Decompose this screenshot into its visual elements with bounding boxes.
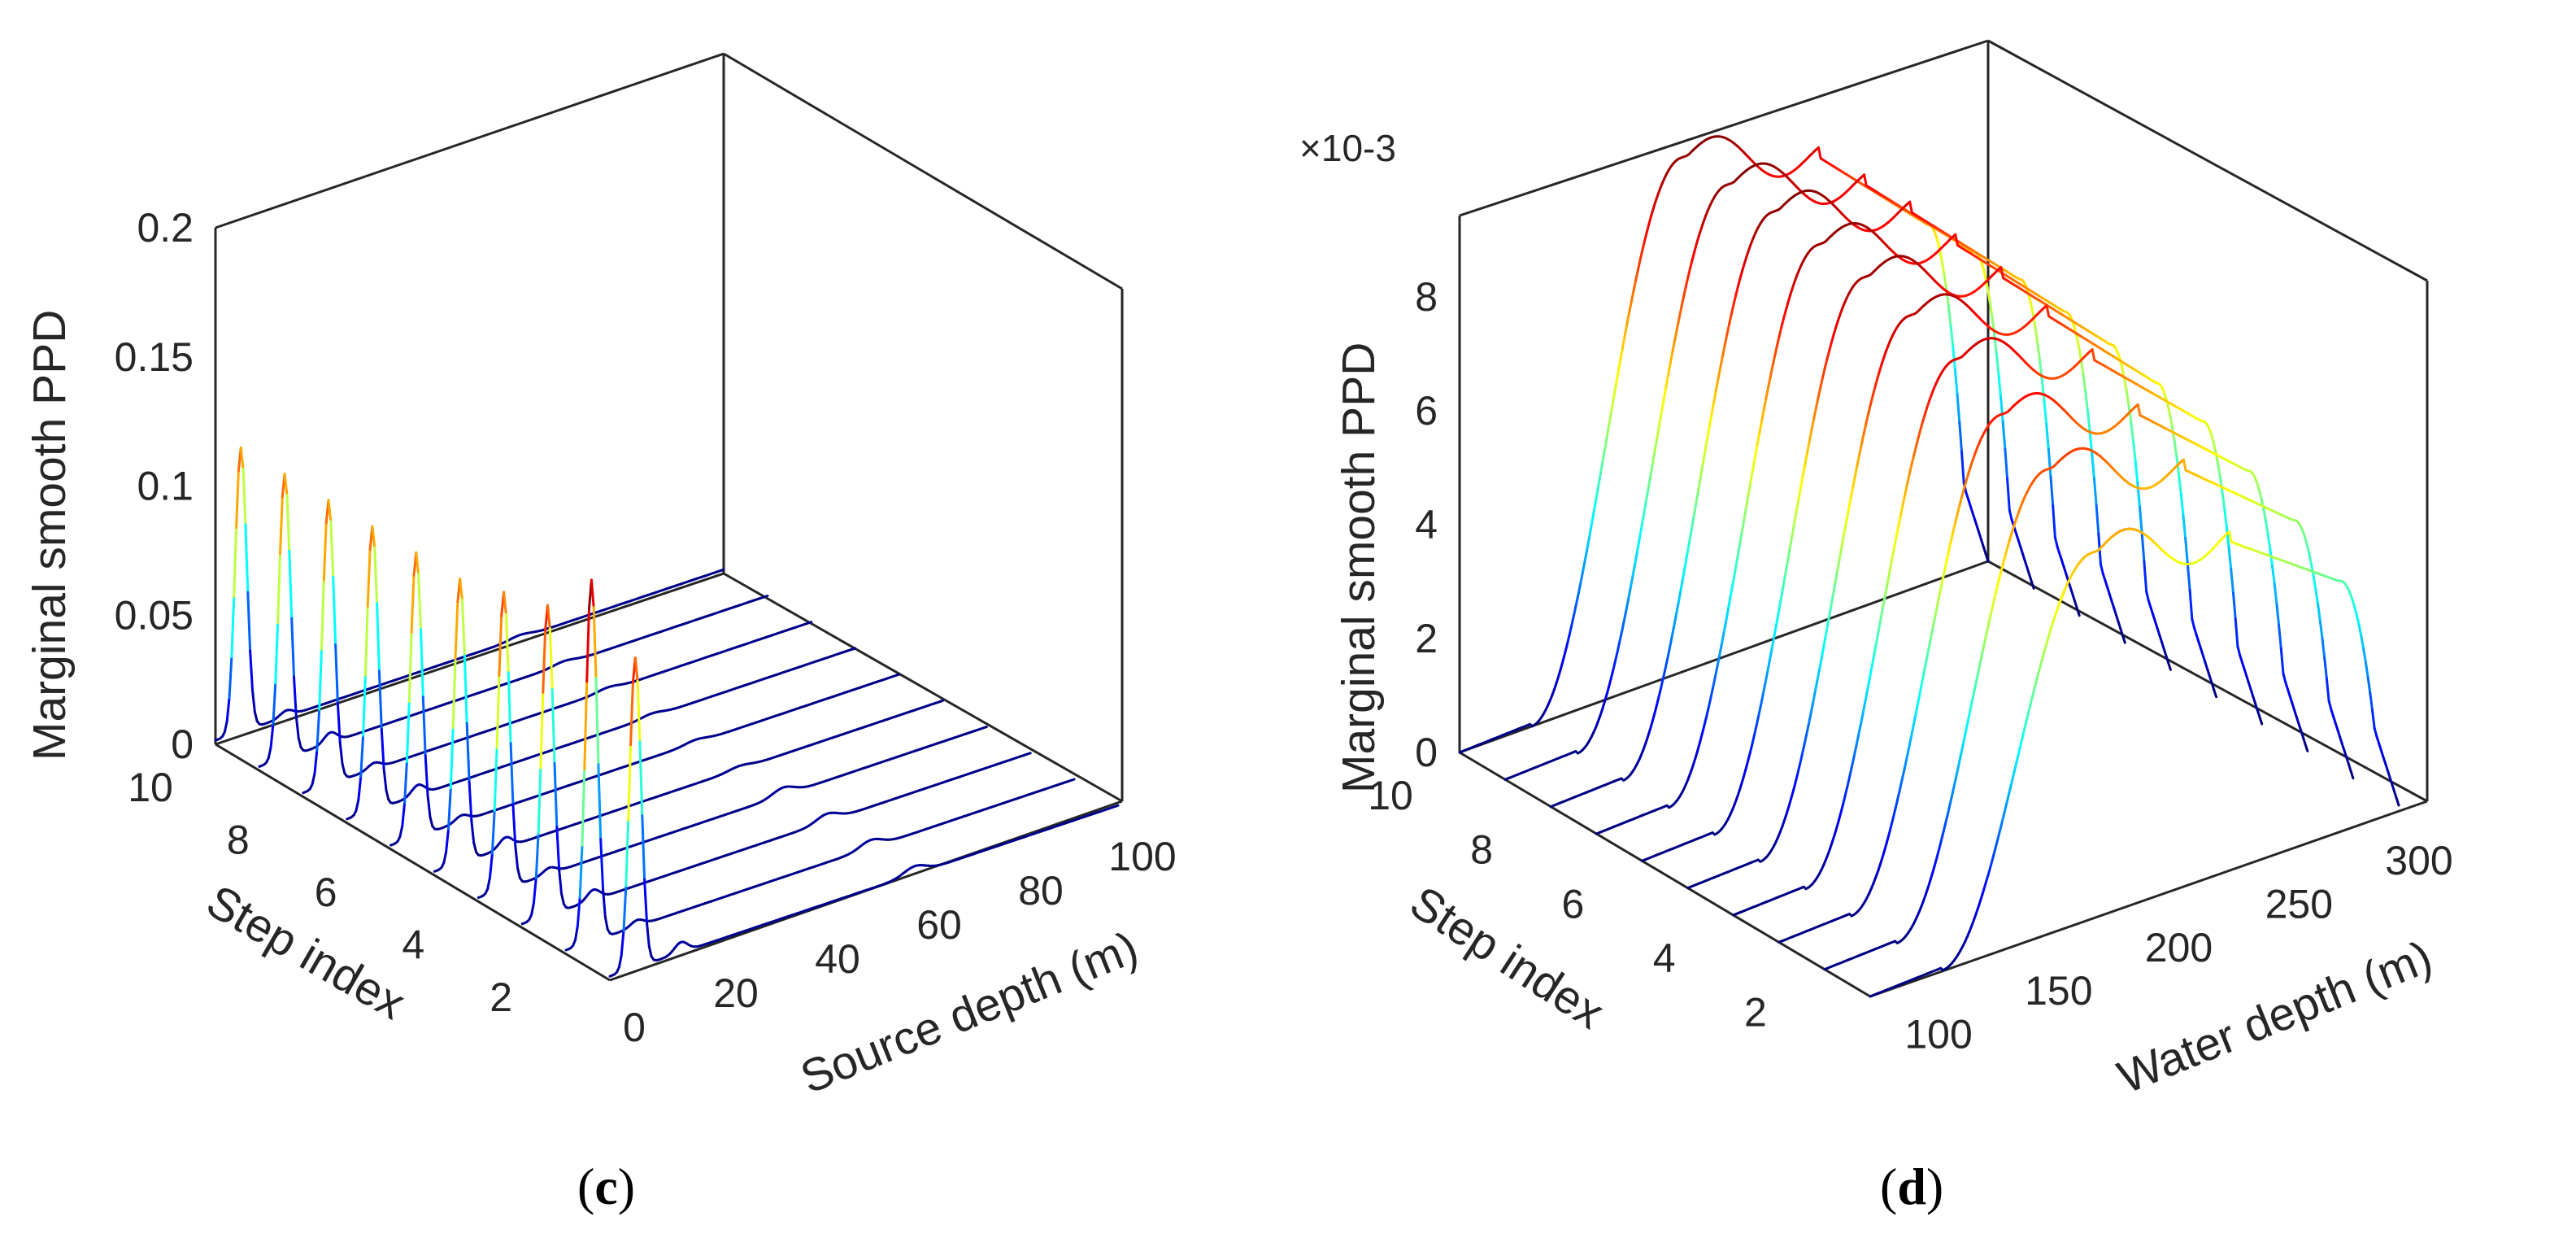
panel-d-trace-step-6 [1640,255,2172,862]
panel-d-trace-step-2 [1823,447,2355,971]
panel-d-axes-box [1458,39,2429,998]
panel-c-z-label: Marginal smooth PPD [24,310,76,761]
panel-c-trace-step-4 [476,591,988,899]
panel-d-z-tick-1: 2 [1415,616,1438,661]
panel-c-x-tick-1: 20 [713,970,759,1016]
panel-d-trace-step-4 [1732,337,2264,917]
panel-c-trace-step-7 [346,525,857,821]
panel-d-trace-step-9 [1503,162,2035,781]
panel-c-x-tick-3: 60 [916,902,962,948]
panel-d-x-tick-3: 250 [2265,881,2333,927]
panel-d-z-tick-4: 8 [1415,274,1438,320]
panel-c-y-tick-1: 4 [402,922,424,967]
panel-d-trace-step-7 [1595,222,2126,835]
panel-d-y-tick-2: 6 [1561,881,1584,927]
panel-d-water-depth: 0 2 4 6 8 2 4 6 8 10 100 150 200 250 300 ×10-3 Margina… [1299,39,2453,1215]
panel-d-z-exponent: ×10-3 [1299,127,1396,169]
panel-d-z-tick-0: 0 [1415,730,1438,775]
panel-c-z-tick-2: 0.1 [137,464,194,509]
panel-c-x-tick-4: 80 [1018,868,1064,914]
panel-c-caption: (c) [577,1158,635,1215]
panel-d-x-tick-2: 200 [2145,925,2213,970]
panel-c-trace-step-2 [564,578,1076,952]
panel-c-trace-step-3 [520,604,1032,926]
panel-d-caption: (d) [1880,1158,1943,1215]
panel-d-trace-step-3 [1778,392,2309,944]
panel-c-traces [214,447,1120,978]
panel-c-x-tick-2: 40 [815,936,860,982]
panel-d-x-tick-4: 300 [2385,838,2452,883]
panel-d-x-tick-0: 100 [1904,1012,1972,1057]
panel-c-y-tick-0: 2 [490,975,512,1020]
panel-c-z-tick-1: 0.05 [115,592,194,638]
panel-d-trace-step-1 [1869,527,2400,998]
panel-c-y-tick-2: 6 [315,870,337,915]
panel-d-traces [1458,135,2400,998]
panel-d-trace-step-8 [1549,189,2081,809]
panel-d-z-tick-3: 6 [1415,388,1438,434]
panel-c-y-tick-4: 10 [128,765,173,810]
panel-c-z-tick-3: 0.15 [115,334,194,380]
panel-d-trace-step-10 [1458,135,1990,754]
panel-d-trace-step-5 [1686,293,2218,890]
panel-d-y-tick-0: 2 [1744,990,1767,1036]
panel-d-y-tick-1: 4 [1653,935,1676,981]
panel-d-ticks: 0 2 4 6 8 2 4 6 8 10 100 150 200 250 300 [1368,274,2453,1057]
panel-c-z-tick-4: 0.2 [137,205,194,251]
panel-c-axes-box [214,52,1124,982]
panel-c-y-label: Step index [198,875,414,1030]
panel-c-x-tick-5: 100 [1108,834,1176,879]
panel-c-trace-step-5 [433,578,944,873]
panel-d-z-tick-2: 4 [1415,502,1438,547]
panel-c-trace-step-8 [302,499,813,795]
panel-d-y-tick-4: 10 [1368,773,1413,818]
panel-c-x-tick-0: 0 [623,1005,646,1050]
panel-d-y-tick-3: 8 [1470,827,1493,873]
panel-c-z-tick-0: 0 [171,722,194,767]
panel-d-x-tick-1: 150 [2025,968,2092,1014]
panel-c-y-tick-3: 8 [227,817,250,862]
panel-c-trace-step-1 [608,656,1120,978]
panel-d-z-label: Marginal smooth PPD [1333,342,1385,793]
